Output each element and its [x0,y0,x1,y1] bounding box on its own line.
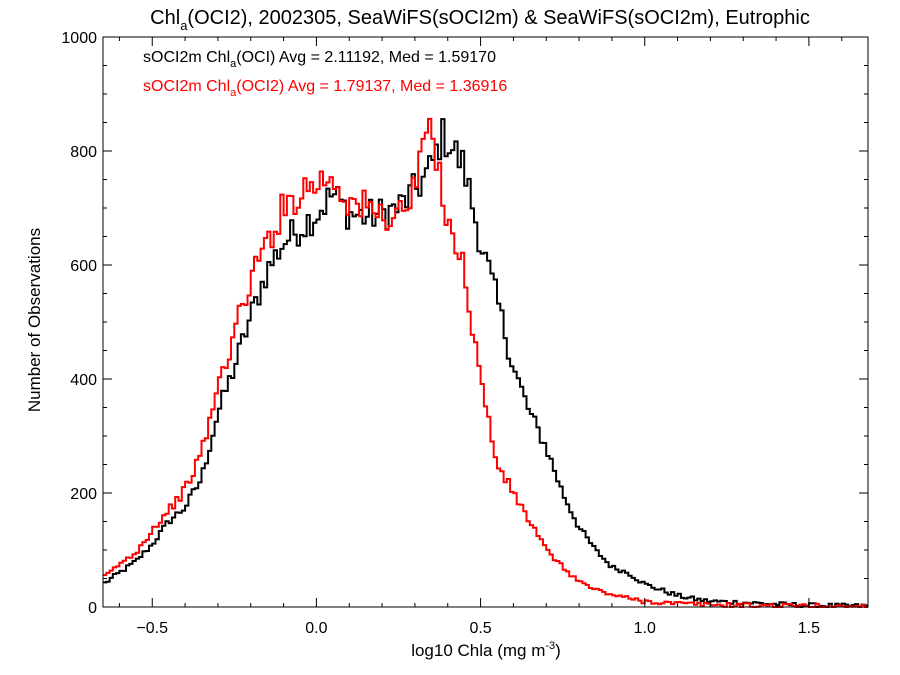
legend-entry-red: sOCI2m Chla(OCI2) Avg = 1.79137, Med = 1… [143,78,507,99]
x-axis-label: log10 Chla (mg m-3) [411,640,561,660]
y-tick-label: 400 [70,372,97,389]
x-axis-ticks: −0.5 0.0 0.5 1.0 1.5 [118,37,843,637]
x-tick-label: 0.0 [305,620,327,637]
legend-entry-black: sOCI2m Chla(OCI) Avg = 2.11192, Med = 1.… [143,49,496,70]
y-tick-label: 800 [70,144,97,161]
chart-title: Chla(OCI2), 2002305, SeaWiFS(sOCI2m) & S… [150,7,810,33]
x-tick-label: 0.5 [469,620,491,637]
y-tick-label: 1000 [61,30,97,47]
series-red-histogram [103,117,868,608]
y-tick-label: 600 [70,258,97,275]
x-tick-label: 1.5 [798,620,820,637]
x-tick-label: 1.0 [634,620,656,637]
y-axis-ticks: 0 200 400 600 800 1000 [61,30,868,617]
y-axis-label: Number of Observations [25,228,44,412]
y-tick-label: 200 [70,486,97,503]
series-layer [103,117,868,608]
y-tick-label: 0 [88,600,97,617]
x-tick-label: −0.5 [136,620,168,637]
